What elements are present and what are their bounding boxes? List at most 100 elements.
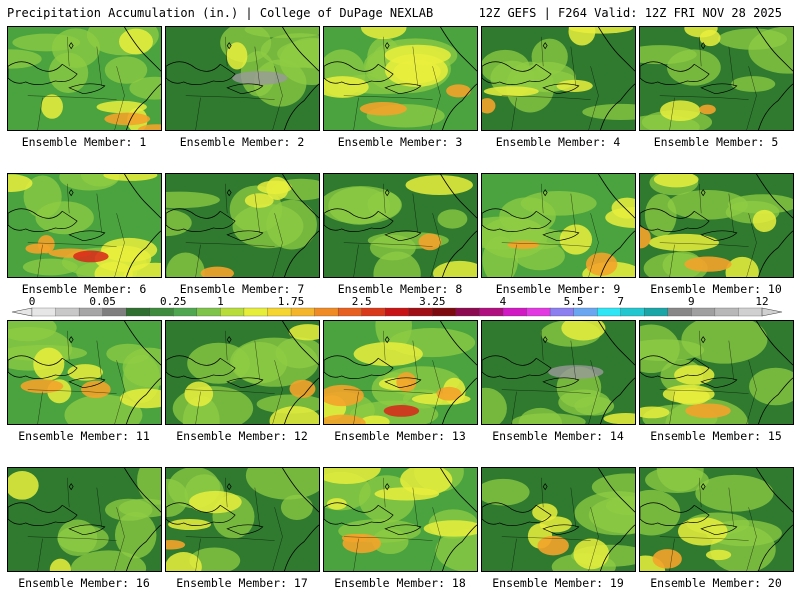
colorbar-tick-label: 0.05: [89, 296, 116, 308]
colorbar-swatch: [78, 307, 104, 317]
colorbar-swatch: [314, 307, 339, 317]
colorbar-swatch: [738, 307, 763, 317]
member-label: Ensemble Member: 20: [650, 576, 782, 590]
member-map: [7, 467, 162, 572]
member-map: [165, 320, 320, 425]
colorbar-swatch: [337, 307, 363, 317]
member-label: Ensemble Member: 12: [176, 429, 308, 443]
colorbar-swatch: [573, 307, 598, 317]
precip-field: [8, 468, 161, 571]
colorbar-tick-label: 7: [617, 296, 624, 308]
colorbar-swatch: [549, 307, 575, 317]
colorbar-swatch: [290, 307, 316, 317]
colorbar-swatch: [102, 307, 127, 317]
colorbar-swatch: [243, 307, 268, 317]
member-map: [323, 320, 478, 425]
map-title: Precipitation Accumulation (in.) | Colle…: [7, 6, 434, 20]
colorbar-tick-label: 3.25: [419, 296, 446, 308]
member-label: Ensemble Member: 9: [495, 282, 621, 296]
member-label: Ensemble Member: 5: [653, 135, 779, 149]
member-label: Ensemble Member: 13: [334, 429, 466, 443]
precip-field: [640, 468, 793, 571]
colorbar-tick-label: 9: [688, 296, 695, 308]
member-map: [323, 26, 478, 131]
member-label: Ensemble Member: 14: [492, 429, 624, 443]
colorbar-swatch: [149, 307, 174, 317]
member-label: Ensemble Member: 6: [21, 282, 147, 296]
member-map: [7, 173, 162, 278]
member-map: [639, 467, 794, 572]
member-label: Ensemble Member: 18: [334, 576, 466, 590]
colorbar-tick-label: 4: [500, 296, 507, 308]
precip-field: [8, 174, 161, 277]
colorbar: 0 0.05 0.25 1 1.75 2.5 3.25 4 5.5 7 9 12: [11, 296, 783, 317]
member-label: Ensemble Member: 2: [179, 135, 305, 149]
precip-field: [640, 27, 793, 130]
colorbar-swatch: [644, 307, 669, 317]
precip-field: [640, 174, 793, 277]
member-map: [165, 467, 320, 572]
member-map: [481, 320, 636, 425]
member-label: Ensemble Member: 17: [176, 576, 308, 590]
member-map: [639, 173, 794, 278]
member-map: [165, 26, 320, 131]
precip-field: [324, 27, 477, 130]
colorbar-tick-label: 12: [755, 296, 768, 308]
colorbar-swatch: [173, 307, 198, 317]
member-label: Ensemble Member: 16: [18, 576, 150, 590]
colorbar-swatch: [479, 307, 504, 317]
colorbar-tick-label: 0: [29, 296, 36, 308]
member-map: [481, 173, 636, 278]
member-label: Ensemble Member: 19: [492, 576, 624, 590]
member-label: Ensemble Member: 7: [179, 282, 305, 296]
colorbar-swatch: [620, 307, 645, 317]
member-label: Ensemble Member: 15: [650, 429, 782, 443]
member-map: [165, 173, 320, 278]
precip-field: [324, 174, 477, 277]
precip-field: [482, 468, 635, 571]
member-map: [481, 467, 636, 572]
member-label: Ensemble Member: 8: [337, 282, 463, 296]
colorbar-swatch: [196, 307, 221, 317]
colorbar-swatch: [526, 307, 551, 317]
precip-field: [482, 174, 635, 277]
colorbar-swatch: [502, 307, 527, 317]
colorbar-swatch: [220, 307, 245, 317]
precip-field: [166, 468, 319, 571]
colorbar-tick-label: 5.5: [564, 296, 584, 308]
colorbar-tick-label: 2.5: [352, 296, 372, 308]
colorbar-swatch: [714, 307, 739, 317]
member-map: [7, 26, 162, 131]
precip-field: [640, 321, 793, 424]
precip-field: [166, 174, 319, 277]
precip-field: [8, 27, 161, 130]
colorbar-swatch: [597, 307, 622, 317]
colorbar-swatch: [55, 307, 80, 317]
member-label: Ensemble Member: 11: [18, 429, 150, 443]
precip-field: [166, 321, 319, 424]
member-label: Ensemble Member: 1: [21, 135, 147, 149]
precip-field: [166, 27, 319, 130]
member-label: Ensemble Member: 10: [650, 282, 782, 296]
precip-field: [8, 321, 161, 424]
member-label: Ensemble Member: 4: [495, 135, 621, 149]
member-map: [639, 26, 794, 131]
colorbar-swatch: [126, 307, 151, 317]
colorbar-swatch: [385, 307, 410, 317]
colorbar-tick-label: 1.75: [278, 296, 305, 308]
run-info: 12Z GEFS | F264 Valid: 12Z FRI NOV 28 20…: [478, 6, 782, 20]
precip-field: [324, 468, 477, 571]
colorbar-swatch: [455, 307, 480, 317]
member-map: [323, 467, 478, 572]
colorbar-swatch: [691, 307, 716, 317]
colorbar-tick-label: 1: [217, 296, 224, 308]
member-map: [323, 173, 478, 278]
precip-field: [324, 321, 477, 424]
colorbar-tick-label: 0.25: [160, 296, 187, 308]
colorbar-swatch: [267, 307, 292, 317]
member-map: [481, 26, 636, 131]
member-map: [7, 320, 162, 425]
colorbar-swatch: [31, 307, 56, 317]
precip-field: [482, 27, 635, 130]
member-map: [639, 320, 794, 425]
